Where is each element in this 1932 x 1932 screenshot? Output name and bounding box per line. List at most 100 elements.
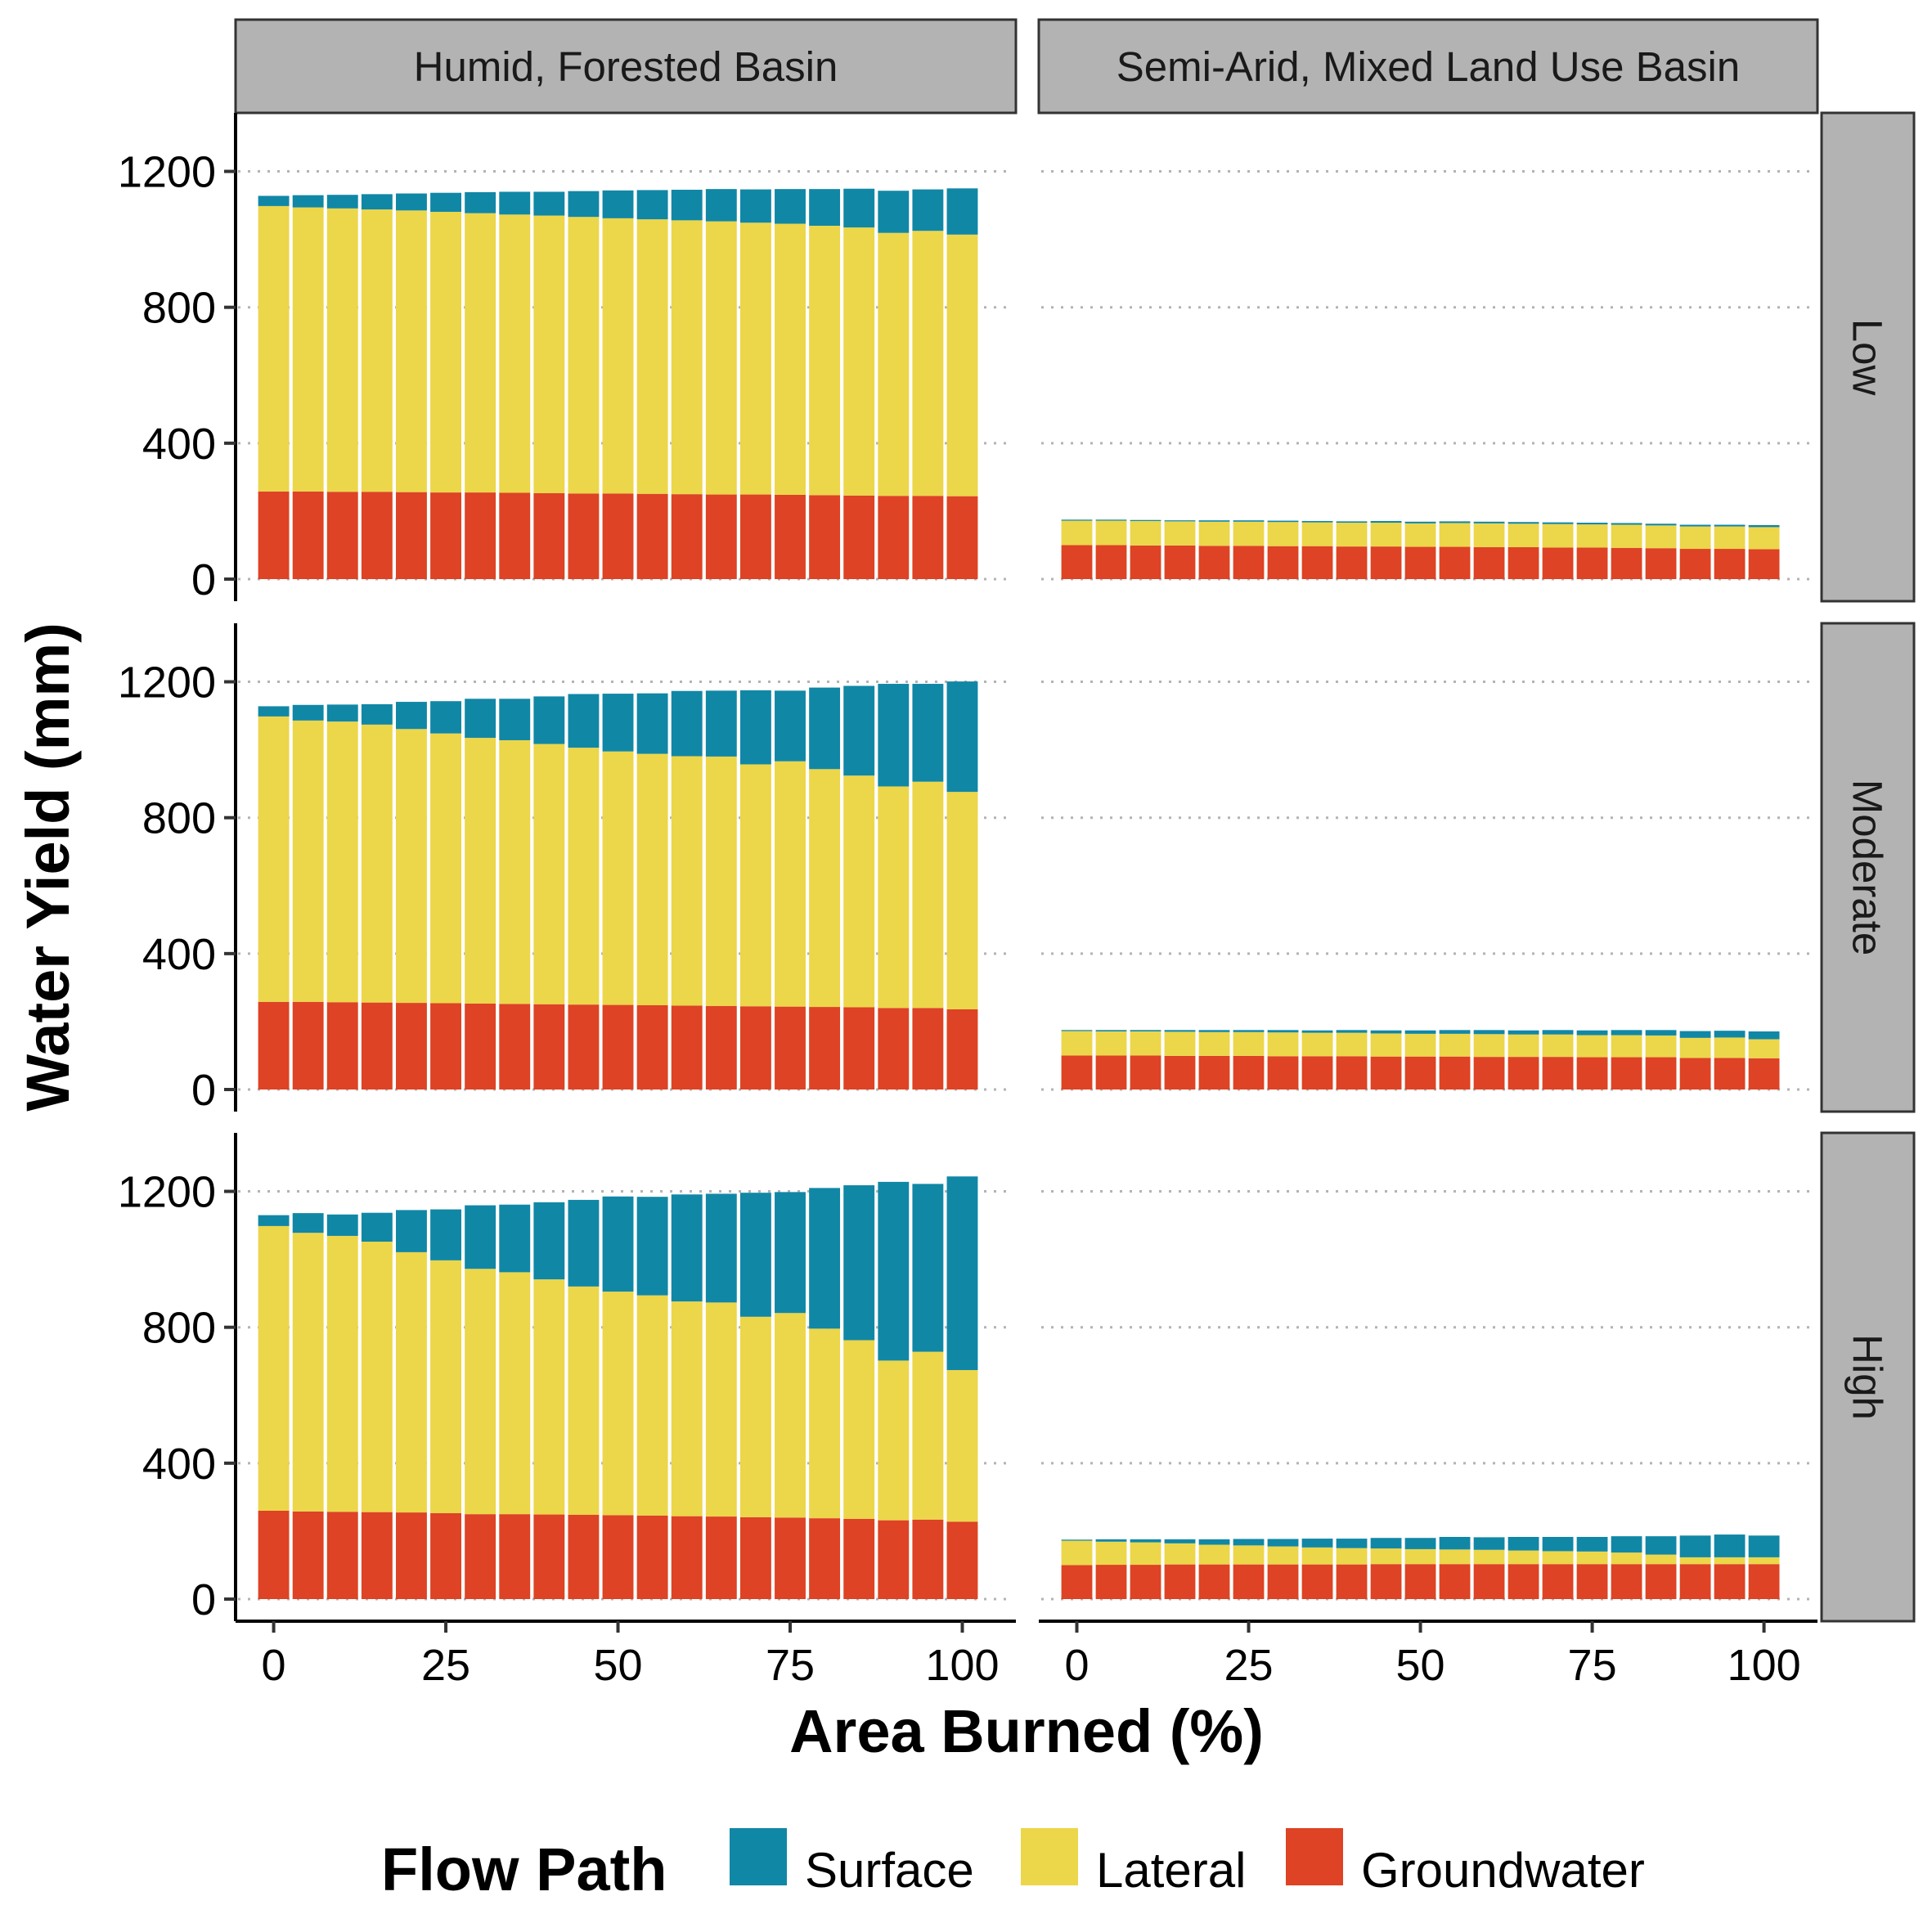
panel-humid-forested-basin-moderate-bar-lateral-50 xyxy=(602,751,634,1005)
panel-humid-forested-basin-high-bar-groundwater-70 xyxy=(739,1516,771,1599)
legend-title: Flow Path xyxy=(381,1835,667,1903)
panel-semi-arid-mixed-land-use-basin-high-bar-surface-10 xyxy=(1130,1539,1161,1543)
panel-semi-arid-mixed-land-use-basin-high-bar-groundwater-45 xyxy=(1370,1564,1402,1599)
panel-humid-forested-basin-low-bar-lateral-85 xyxy=(843,227,875,496)
panel-semi-arid-mixed-land-use-basin-low-bar-lateral-45 xyxy=(1370,523,1402,547)
panel-humid-forested-basin-low-bar-lateral-50 xyxy=(602,218,634,494)
panel-humid-forested-basin-moderate-bar-groundwater-70 xyxy=(739,1006,771,1090)
panel-humid-forested-basin-low-bar-lateral-30 xyxy=(465,213,496,493)
panel-semi-arid-mixed-land-use-basin-moderate-bar-surface-35 xyxy=(1301,1030,1333,1033)
panel-humid-forested-basin-low-bar-lateral-0 xyxy=(258,205,290,492)
panel-humid-forested-basin-high-bar-surface-35 xyxy=(499,1204,531,1273)
panel-humid-forested-basin-low-bar-groundwater-30 xyxy=(465,492,496,579)
panel-semi-arid-mixed-land-use-basin-high-bar-lateral-50 xyxy=(1404,1548,1436,1565)
panel-semi-arid-mixed-land-use-basin-low-bar-surface-60 xyxy=(1473,521,1505,523)
panel-humid-forested-basin-moderate-bar-surface-50 xyxy=(602,694,634,752)
panel-humid-forested-basin-moderate-bar-groundwater-10 xyxy=(326,1002,358,1090)
panel-humid-forested-basin-moderate-bar-groundwater-45 xyxy=(568,1004,600,1090)
panel-humid-forested-basin-moderate-bar-groundwater-100 xyxy=(946,1009,978,1090)
panel-semi-arid-mixed-land-use-basin-high-bar-surface-20 xyxy=(1198,1539,1230,1545)
panel-semi-arid-mixed-land-use-basin-high-bar-lateral-60 xyxy=(1473,1549,1505,1565)
panel-humid-forested-basin-moderate-bar-groundwater-85 xyxy=(843,1007,875,1090)
panel-semi-arid-mixed-land-use-basin-high-bar-groundwater-5 xyxy=(1095,1565,1127,1599)
panel-humid-forested-basin-high-bar-groundwater-60 xyxy=(671,1516,703,1599)
panel-humid-forested-basin-low-bar-lateral-60 xyxy=(671,220,703,495)
panel-semi-arid-mixed-land-use-basin-low-bar-lateral-0 xyxy=(1061,520,1093,546)
panel-semi-arid-mixed-land-use-basin-low-bar-lateral-55 xyxy=(1439,523,1471,547)
panel-semi-arid-mixed-land-use-basin-low-bar-surface-80 xyxy=(1611,523,1642,525)
legend-label-lateral: Lateral xyxy=(1096,1843,1246,1898)
panel-humid-forested-basin-moderate-bar-surface-25 xyxy=(430,701,461,734)
panel-humid-forested-basin-moderate-bar-groundwater-55 xyxy=(636,1004,668,1090)
panel-semi-arid-mixed-land-use-basin-moderate-bar-surface-0 xyxy=(1061,1030,1093,1031)
panel-semi-arid-mixed-land-use-basin-moderate-bar-surface-25 xyxy=(1233,1030,1265,1032)
panel-humid-forested-basin-high-bar-groundwater-85 xyxy=(843,1518,875,1599)
panel-semi-arid-mixed-land-use-basin-moderate-bar-lateral-5 xyxy=(1095,1031,1127,1056)
panel-semi-arid-mixed-land-use-basin-high-x-tick-label-75: 75 xyxy=(1568,1641,1617,1690)
panel-semi-arid-mixed-land-use-basin-low-bar-groundwater-10 xyxy=(1130,545,1161,579)
panel-humid-forested-basin-high-bar-groundwater-95 xyxy=(912,1519,944,1599)
panel-humid-forested-basin-moderate-bar-lateral-75 xyxy=(775,761,806,1007)
panel-semi-arid-mixed-land-use-basin-high-bar-groundwater-35 xyxy=(1301,1564,1333,1599)
panel-semi-arid-mixed-land-use-basin-high-bar-groundwater-15 xyxy=(1164,1564,1196,1599)
panel-semi-arid-mixed-land-use-basin-moderate-bar-lateral-100 xyxy=(1748,1039,1780,1058)
panel-humid-forested-basin-high-bar-surface-20 xyxy=(396,1210,427,1252)
panel-semi-arid-mixed-land-use-basin-moderate-bar-groundwater-45 xyxy=(1370,1056,1402,1090)
panel-semi-arid-mixed-land-use-basin-moderate-bar-groundwater-50 xyxy=(1404,1056,1436,1090)
panel-humid-forested-basin-moderate-bar-lateral-95 xyxy=(912,781,944,1009)
panel-semi-arid-mixed-land-use-basin-high-bar-groundwater-50 xyxy=(1404,1564,1436,1599)
panel-semi-arid-mixed-land-use-basin-moderate-bar-groundwater-40 xyxy=(1336,1056,1368,1090)
panel-semi-arid-mixed-land-use-basin-moderate-bar-groundwater-60 xyxy=(1473,1057,1505,1090)
strip-label-moderate: Moderate xyxy=(1844,780,1891,955)
panel-humid-forested-basin-low-bar-lateral-5 xyxy=(292,207,324,492)
panel-semi-arid-mixed-land-use-basin-low-bar-groundwater-85 xyxy=(1645,548,1677,579)
panel-humid-forested-basin-low-bar-surface-40 xyxy=(533,191,565,216)
panel-semi-arid-mixed-land-use-basin-low-bar-lateral-85 xyxy=(1645,525,1677,549)
panel-semi-arid-mixed-land-use-basin-high-bar-lateral-30 xyxy=(1267,1546,1299,1565)
panel-humid-forested-basin-moderate-bar-groundwater-90 xyxy=(878,1008,910,1090)
panel-semi-arid-mixed-land-use-basin-moderate-bar-lateral-75 xyxy=(1576,1035,1608,1058)
panel-humid-forested-basin-high-bar-lateral-85 xyxy=(843,1340,875,1519)
panel-semi-arid-mixed-land-use-basin-high-x-tick-label-0: 0 xyxy=(1064,1641,1089,1690)
strip-low xyxy=(1820,111,1916,603)
panel-semi-arid-mixed-land-use-basin-high-bar-surface-75 xyxy=(1576,1536,1608,1552)
panel-semi-arid-mixed-land-use-basin-low-bar-lateral-35 xyxy=(1301,522,1333,546)
panel-humid-forested-basin-high-bar-groundwater-80 xyxy=(809,1518,841,1599)
panel-humid-forested-basin-high-bar-lateral-35 xyxy=(499,1272,531,1515)
panel-semi-arid-mixed-land-use-basin-low-bar-surface-20 xyxy=(1198,520,1230,522)
panel-semi-arid-mixed-land-use-basin-low-bar-surface-35 xyxy=(1301,520,1333,523)
panel-semi-arid-mixed-land-use-basin-high-bar-lateral-75 xyxy=(1576,1551,1608,1565)
panel-semi-arid-mixed-land-use-basin-high-bar-lateral-10 xyxy=(1130,1542,1161,1566)
panel-semi-arid-mixed-land-use-basin-moderate-bar-groundwater-100 xyxy=(1748,1058,1780,1090)
panel-semi-arid-mixed-land-use-basin-moderate-bar-groundwater-5 xyxy=(1095,1055,1127,1090)
panel-semi-arid-mixed-land-use-basin-low-bar-groundwater-50 xyxy=(1404,546,1436,579)
panel-humid-forested-basin-moderate-bar-groundwater-20 xyxy=(396,1003,427,1090)
panel-humid-forested-basin-low-bar-lateral-20 xyxy=(396,210,427,492)
panel-humid-forested-basin-low-bar-lateral-95 xyxy=(912,231,944,496)
panel-semi-arid-mixed-land-use-basin-moderate-bar-groundwater-35 xyxy=(1301,1056,1333,1090)
panel-semi-arid-mixed-land-use-basin-low-bar-surface-0 xyxy=(1061,519,1093,521)
panel-humid-forested-basin-high-x-tick-label-25: 25 xyxy=(421,1641,470,1690)
panel-semi-arid-mixed-land-use-basin-moderate-bar-surface-30 xyxy=(1267,1030,1299,1033)
panel-semi-arid-mixed-land-use-basin-low-bar-lateral-95 xyxy=(1714,526,1746,550)
panel-humid-forested-basin-moderate-bar-surface-75 xyxy=(775,690,806,762)
panel-humid-forested-basin-high-bar-surface-30 xyxy=(465,1205,496,1269)
panel-humid-forested-basin-high-x-tick-label-0: 0 xyxy=(262,1641,286,1690)
panel-humid-forested-basin-high-bar-groundwater-40 xyxy=(533,1514,565,1599)
panel-semi-arid-mixed-land-use-basin-high-bar-groundwater-0 xyxy=(1061,1565,1093,1599)
panel-semi-arid-mixed-land-use-basin-high-bar-lateral-95 xyxy=(1714,1557,1746,1565)
panel-semi-arid-mixed-land-use-basin-low-bar-surface-50 xyxy=(1404,521,1436,523)
panel-semi-arid-mixed-land-use-basin-high-bar-surface-55 xyxy=(1439,1536,1471,1550)
panel-semi-arid-mixed-land-use-basin-high-bar-groundwater-80 xyxy=(1611,1564,1642,1599)
panel-humid-forested-basin-low-y-tick-label-800: 800 xyxy=(142,284,216,333)
panel-semi-arid-mixed-land-use-basin-moderate-bar-surface-15 xyxy=(1164,1030,1196,1032)
panel-semi-arid-mixed-land-use-basin-high-bar-surface-80 xyxy=(1611,1536,1642,1553)
panel-humid-forested-basin-high-bar-groundwater-65 xyxy=(705,1516,737,1599)
panel-humid-forested-basin-low-bar-surface-35 xyxy=(499,191,531,215)
panel-semi-arid-mixed-land-use-basin-high-bar-surface-50 xyxy=(1404,1538,1436,1549)
panel-semi-arid-mixed-land-use-basin-moderate-bar-surface-55 xyxy=(1439,1030,1471,1034)
panel-humid-forested-basin-high-bar-groundwater-25 xyxy=(430,1512,461,1599)
panel-semi-arid-mixed-land-use-basin-high-bar-lateral-35 xyxy=(1301,1547,1333,1565)
panel-semi-arid-mixed-land-use-basin-moderate-bar-lateral-85 xyxy=(1645,1035,1677,1058)
panel-semi-arid-mixed-land-use-basin-moderate-bar-surface-60 xyxy=(1473,1030,1505,1035)
